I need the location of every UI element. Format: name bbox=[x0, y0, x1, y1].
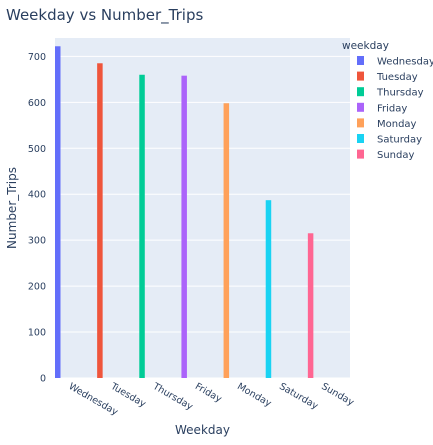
legend-title: weekday bbox=[342, 40, 389, 52]
legend-item-sunday[interactable]: Sunday bbox=[377, 150, 414, 161]
gridlines bbox=[55, 55, 350, 379]
x-tick-label: Sunday bbox=[319, 381, 356, 408]
x-tick-label: Saturday bbox=[277, 381, 320, 412]
legend-swatch bbox=[357, 71, 364, 81]
legend-swatch bbox=[357, 118, 364, 128]
y-tick-label: 500 bbox=[28, 144, 46, 155]
x-axis-title: Weekday bbox=[175, 423, 230, 437]
bar-tuesday[interactable] bbox=[97, 63, 103, 379]
bar-thursday[interactable] bbox=[139, 74, 145, 378]
x-tick-label: Monday bbox=[235, 381, 273, 409]
legend-swatch bbox=[357, 87, 364, 97]
bar-sunday[interactable] bbox=[307, 233, 314, 378]
bar-friday[interactable] bbox=[181, 75, 187, 379]
y-tick-label: 600 bbox=[28, 98, 46, 109]
y-tick-label: 0 bbox=[40, 374, 46, 385]
legend-swatch bbox=[357, 56, 364, 65]
bars bbox=[55, 46, 314, 379]
legend-item-monday[interactable]: Monday bbox=[377, 119, 417, 130]
y-tick-label: 200 bbox=[28, 282, 46, 293]
legend: weekday Wednesday Tuesday Thursday Friday Mo… bbox=[342, 40, 433, 161]
y-tick-label: 400 bbox=[28, 190, 46, 201]
bar-saturday[interactable] bbox=[265, 200, 272, 378]
legend-item-saturday[interactable]: Saturday bbox=[377, 135, 422, 146]
y-tick-label: 700 bbox=[28, 52, 46, 63]
legend-swatch bbox=[357, 149, 364, 159]
legend-swatch bbox=[357, 134, 364, 143]
y-axis-ticks: 0 100 200 300 400 500 600 700 bbox=[28, 52, 46, 385]
legend-item-thursday[interactable]: Thursday bbox=[376, 88, 424, 99]
legend-item-friday[interactable]: Friday bbox=[377, 103, 407, 114]
legend-item-wednesday[interactable]: Wednesday bbox=[377, 57, 433, 68]
bar-wednesday[interactable] bbox=[55, 46, 61, 379]
chart-title: Weekday vs Number_Trips bbox=[6, 6, 203, 25]
legend-swatch bbox=[357, 102, 364, 112]
x-tick-label: Friday bbox=[193, 381, 224, 405]
y-axis-title: Number_Trips bbox=[5, 167, 19, 249]
y-tick-label: 100 bbox=[28, 328, 46, 339]
legend-item-tuesday[interactable]: Tuesday bbox=[376, 72, 418, 83]
bar-monday[interactable] bbox=[223, 103, 230, 379]
plot-area bbox=[55, 38, 350, 378]
x-tick-label: Thursday bbox=[150, 381, 195, 413]
y-tick-label: 300 bbox=[28, 236, 46, 247]
